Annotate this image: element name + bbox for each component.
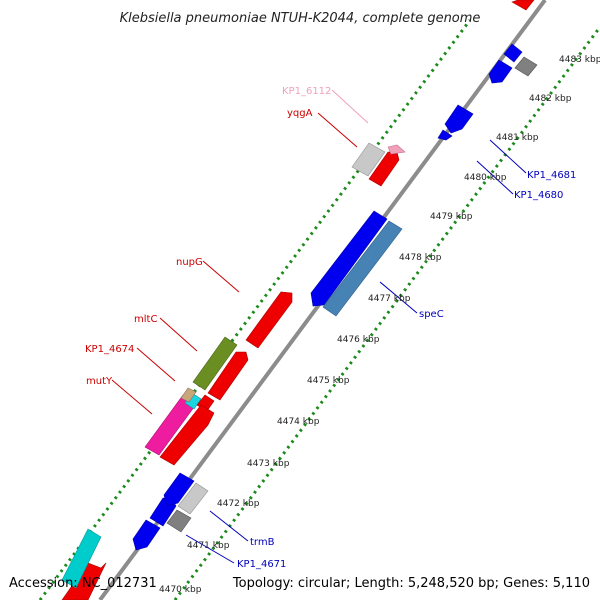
label-kp1-4671: KP1_4671 <box>237 559 286 570</box>
leader-trmb <box>209 510 249 542</box>
tick-label-4483: 4483 kbp <box>559 55 600 65</box>
label-spec: speC <box>419 309 444 320</box>
gene-blue-top-2 <box>503 43 523 63</box>
label-nupg: nupG <box>176 257 203 268</box>
gene-tan-small <box>180 387 197 403</box>
label-kp1-4680: KP1_4680 <box>514 190 563 201</box>
leader-kp1-4674 <box>136 347 176 382</box>
gene-kp1-4674 <box>207 351 249 401</box>
gene-nupg <box>245 291 293 349</box>
label-yqga: yqgA <box>287 108 313 119</box>
tick-label-4480: 4480 kbp <box>464 173 507 183</box>
label-mltc: mltC <box>134 314 157 325</box>
tick-label-4478: 4478 kbp <box>399 253 442 263</box>
gene-kp1-4680 <box>437 129 453 141</box>
gene-kp1-6112 <box>351 142 386 177</box>
gene-kp1-4681 <box>444 104 474 134</box>
tick-label-4471: 4471 kbp <box>187 541 230 551</box>
gene-blue-large <box>310 210 388 307</box>
tick-label-4472: 4472 kbp <box>217 499 260 509</box>
tick-label-4482: 4482 kbp <box>529 94 572 104</box>
label-kp1-4681: KP1_4681 <box>527 170 576 181</box>
tick-label-4479: 4479 kbp <box>430 212 473 222</box>
gene-top-red <box>511 0 535 11</box>
leader-mltc <box>159 317 198 352</box>
tick-label-4475: 4475 kbp <box>307 376 350 386</box>
label-kp1-6112: KP1_6112 <box>282 86 331 97</box>
tick-label-4473: 4473 kbp <box>247 459 290 469</box>
gene-bottom-cyan <box>61 528 102 589</box>
gene-mltc <box>192 336 238 391</box>
gene-trmb <box>177 482 209 515</box>
gene-blue-lower-1 <box>132 519 161 551</box>
tick-rings <box>38 19 600 600</box>
leader-kp1-4681 <box>489 139 527 174</box>
accession-text: Accession: NC_012731 <box>9 576 157 591</box>
inner-tick-ring <box>173 26 600 600</box>
gene-spec <box>322 220 403 317</box>
leader-kp1-4680 <box>476 160 514 195</box>
map-title: Klebsiella pneumoniae NTUH-K2044, comple… <box>120 11 481 26</box>
tick-labels: 4470 kbp 4471 kbp 4472 kbp 4473 kbp 4474… <box>159 55 600 595</box>
gene-gray-top <box>514 56 538 77</box>
genome-summary-text: Topology: circular; Length: 5,248,520 bp… <box>232 576 590 591</box>
label-muty: mutY <box>86 376 113 387</box>
label-kp1-4674: KP1_4674 <box>85 344 134 355</box>
gene-blue-top-1 <box>488 59 513 84</box>
leader-yqga <box>317 112 358 148</box>
leader-muty <box>111 379 153 415</box>
reverse-strand-genes <box>132 43 538 551</box>
leader-kp1-4671 <box>185 534 235 564</box>
leader-kp1-6112 <box>331 89 369 124</box>
leader-spec <box>379 281 418 314</box>
label-trmb: trmB <box>250 537 275 548</box>
tick-label-4470: 4470 kbp <box>159 585 202 595</box>
gene-red-long-lower <box>159 404 215 466</box>
tick-label-4474: 4474 kbp <box>277 417 320 427</box>
tick-label-4481: 4481 kbp <box>496 133 539 143</box>
gene-kp1-4671 <box>166 509 192 533</box>
gene-blue-lower-3 <box>163 472 195 507</box>
gene-pink-small <box>387 144 406 155</box>
gene-labels: KP1_6112 yqgA nupG mltC KP1_4674 mutY KP… <box>85 86 576 570</box>
gene-yqga <box>368 151 400 187</box>
tick-label-4477: 4477 kbp <box>368 294 411 304</box>
leader-lines <box>111 89 527 564</box>
outer-tick-ring <box>38 19 472 600</box>
leader-nupg <box>202 260 240 293</box>
tick-label-4476: 4476 kbp <box>337 335 380 345</box>
forward-strand-genes <box>61 0 535 600</box>
